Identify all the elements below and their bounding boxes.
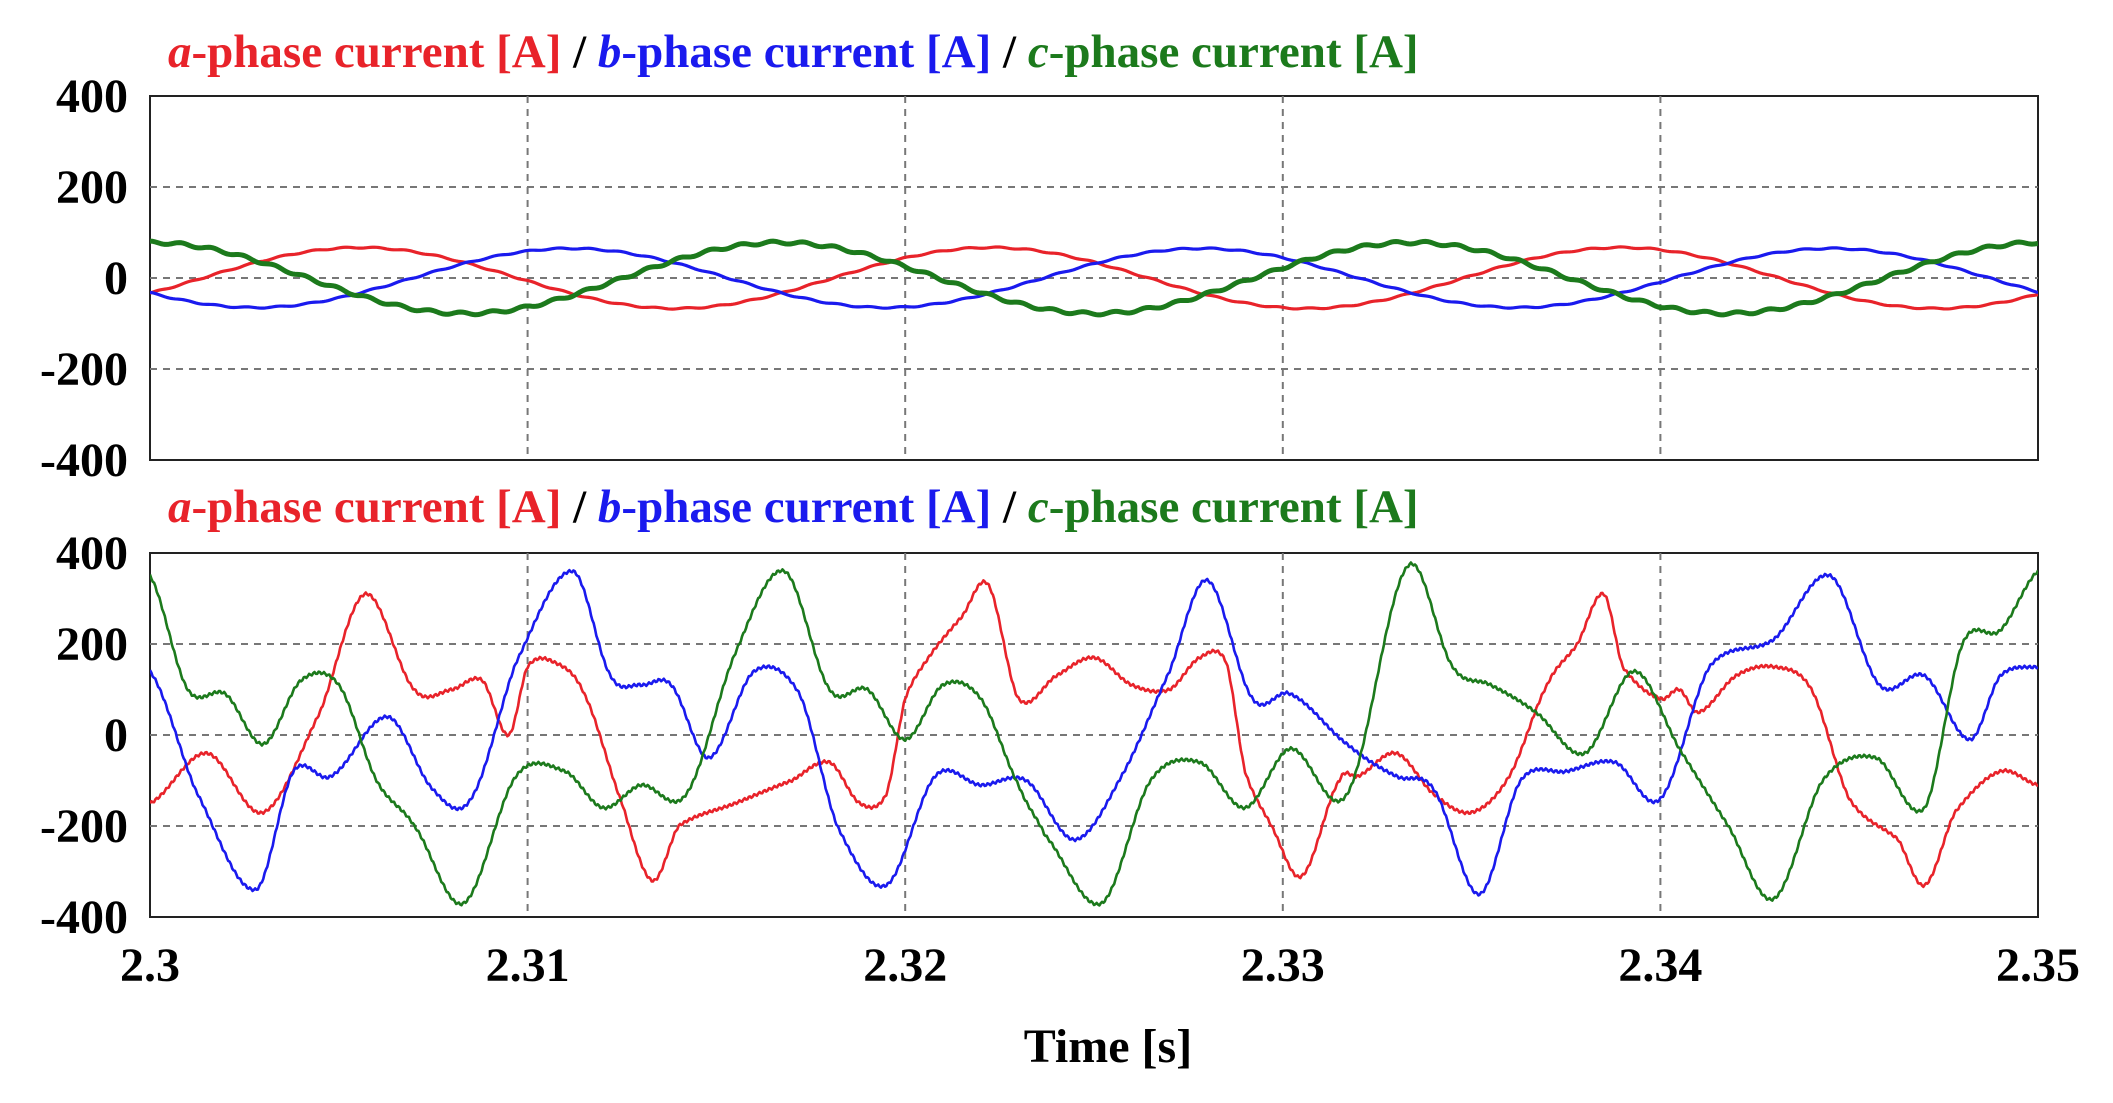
bottom-legend-a-prefix: a bbox=[168, 481, 192, 533]
bottom-legend-sep-2: / bbox=[991, 481, 1028, 533]
top-legend: a-phase current [A] / b-phase current [A… bbox=[168, 26, 1419, 78]
bottom-y-tick-label: -200 bbox=[40, 800, 128, 853]
top-y-tick-label: 400 bbox=[56, 70, 128, 123]
bottom-legend-c-label: -phase current [A] bbox=[1049, 481, 1419, 533]
bottom-y-tick-label: 200 bbox=[56, 618, 128, 671]
x-tick-label: 2.35 bbox=[1996, 939, 2080, 992]
top-legend-b-prefix: b bbox=[598, 26, 622, 78]
top-y-tick-label: 200 bbox=[56, 161, 128, 214]
bottom-legend-c-prefix: c bbox=[1028, 481, 1049, 533]
bottom-legend-sep-1: / bbox=[561, 481, 598, 533]
top-legend-c-prefix: c bbox=[1028, 26, 1049, 78]
x-tick-label: 2.34 bbox=[1618, 939, 1702, 992]
bottom-legend-a-label: -phase current [A] bbox=[192, 481, 562, 533]
x-tick-label: 2.31 bbox=[486, 939, 570, 992]
top-y-tick-label: 0 bbox=[104, 252, 128, 305]
top-y-tick-label: -400 bbox=[40, 434, 128, 487]
bottom-y-tick-label: 0 bbox=[104, 709, 128, 762]
bottom-legend-b-prefix: b bbox=[598, 481, 622, 533]
top-series-b-phase-line bbox=[150, 246, 2038, 310]
bottom-legend-b-label: -phase current [A] bbox=[621, 481, 991, 533]
top-series-group bbox=[150, 238, 2038, 318]
x-tick-label: 2.32 bbox=[863, 939, 947, 992]
top-panel: 400 200 0 -200 -400 bbox=[40, 70, 2039, 487]
bottom-series-group bbox=[150, 561, 2038, 907]
top-legend-b-label: -phase current [A] bbox=[621, 26, 991, 78]
top-y-tick-label: -200 bbox=[40, 343, 128, 396]
top-legend-a-prefix: a bbox=[168, 26, 192, 78]
bottom-y-tick-label: -400 bbox=[40, 891, 128, 944]
x-tick-label: 2.3 bbox=[120, 939, 180, 992]
bottom-series-c-phase-line bbox=[150, 561, 2038, 907]
bottom-series-b-phase-line bbox=[150, 568, 2038, 897]
x-tick-label: 2.33 bbox=[1241, 939, 1325, 992]
top-legend-c-label: -phase current [A] bbox=[1049, 26, 1419, 78]
top-series-c-phase-line bbox=[150, 238, 2038, 318]
top-legend-a-label: -phase current [A] bbox=[192, 26, 562, 78]
x-axis-title: Time [s] bbox=[1024, 1020, 1192, 1073]
top-legend-sep-2: / bbox=[991, 26, 1028, 78]
bottom-y-tick-label: 400 bbox=[56, 527, 128, 580]
top-legend-sep-1: / bbox=[561, 26, 598, 78]
bottom-legend: a-phase current [A] / b-phase current [A… bbox=[168, 481, 1419, 533]
bottom-series-a-phase-line bbox=[150, 579, 2038, 889]
